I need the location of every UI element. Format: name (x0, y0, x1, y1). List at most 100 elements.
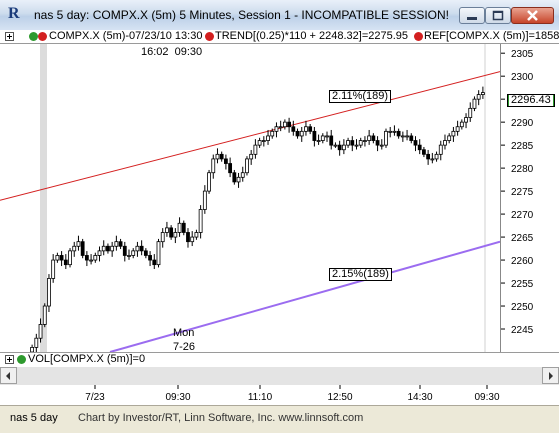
candle-body (438, 144, 443, 155)
session-shade (40, 44, 47, 352)
candle-body (312, 130, 317, 141)
arrow-left-icon (6, 372, 10, 380)
candle-body (80, 241, 85, 256)
candle-body (308, 126, 313, 132)
candle-body (464, 117, 468, 123)
y-tick-label: 2260 (511, 256, 534, 267)
candle-body (287, 121, 291, 128)
candle-body (139, 245, 144, 252)
candle-body (379, 144, 384, 147)
minimize-icon (467, 17, 477, 20)
minimize-button[interactable] (459, 7, 485, 24)
price-axis[interactable]: 2245 2250 2255 2260 2265 2270 2275 2280 2285 2290… (500, 44, 559, 352)
status-chart-name: nas 5 day (10, 412, 58, 424)
candle-body (173, 232, 178, 238)
day-label: Mon (173, 327, 195, 339)
expand-icon[interactable] (5, 355, 15, 365)
volume-label: VOL[COMPX.X (5m)]=0 (28, 353, 146, 365)
ref-label: REF[COMPX.X (5m)]=1858 (424, 30, 559, 42)
candles (30, 86, 485, 352)
candle-body (240, 172, 245, 178)
lower-channel-label: 2.15%(189) (329, 268, 392, 281)
candle-body (118, 241, 123, 247)
candle-body (194, 232, 199, 238)
candle-body (426, 153, 431, 160)
candle-body (257, 140, 262, 146)
candle-body (274, 126, 279, 132)
candle-body (72, 245, 77, 252)
candle-body (127, 255, 131, 257)
candle-body (122, 245, 127, 256)
candle-body (371, 135, 376, 141)
date-label: 7-26 (173, 341, 196, 352)
close-icon (527, 10, 538, 21)
x-tick-label: 11:10 (248, 392, 273, 403)
candle-body (329, 135, 334, 146)
candle-body (266, 135, 270, 141)
status-bar: nas 5 day Chart by Investor/RT, Linn Sof… (0, 405, 559, 433)
y-tick-label: 2270 (511, 210, 534, 221)
candle-body (417, 144, 422, 151)
candle-body (207, 172, 211, 192)
candle-body (409, 135, 414, 141)
candle-body (59, 255, 64, 261)
window-title: nas 5 day: COMPX.X (5m) 5 Minutes, Sessi… (34, 8, 450, 22)
scroll-track[interactable] (17, 369, 542, 382)
candle-body (400, 135, 405, 138)
candle-body (392, 130, 397, 133)
candle-body (232, 172, 237, 183)
chart-canvas[interactable] (0, 44, 500, 352)
candle-body (97, 250, 102, 256)
close-button[interactable] (511, 7, 554, 24)
expand-icon[interactable] (5, 32, 21, 42)
candle-body (261, 140, 266, 142)
candle-body (291, 126, 296, 132)
candle-body (177, 222, 182, 233)
candle-body (443, 140, 447, 146)
time-axis[interactable]: 7/23 09:30 11:10 12:50 14:30 09:30 (0, 385, 559, 405)
candle-body (282, 121, 287, 128)
horizontal-scrollbar[interactable] (0, 367, 559, 386)
upper-channel-label: 2.11%(189) (329, 90, 392, 103)
price-chart[interactable]: 16:02 09:30 2.11%(189) 2.15%(189) Mon 7-… (0, 44, 500, 352)
y-tick-label: 2265 (511, 233, 534, 244)
candle-body (152, 259, 157, 266)
candle-body (236, 176, 241, 183)
maximize-button[interactable] (485, 7, 511, 24)
candle-body (63, 259, 68, 266)
candle-body (224, 158, 228, 164)
upper-trend-line[interactable] (0, 71, 500, 201)
candle-body (459, 121, 464, 128)
scroll-right-button[interactable] (542, 367, 559, 384)
candle-body (341, 144, 346, 151)
scroll-left-button[interactable] (0, 367, 17, 384)
lower-trend-line[interactable] (109, 240, 500, 352)
candle-body (375, 140, 380, 146)
candle-body (165, 227, 169, 233)
y-tick-label: 2250 (511, 302, 534, 313)
volume-dot (17, 355, 26, 364)
volume-pane-header: VOL[COMPX.X (5m)]=0 (0, 352, 559, 368)
y-tick-label: 2245 (511, 325, 534, 336)
candle-body (215, 153, 220, 160)
candle-body (325, 135, 329, 138)
candle-body (295, 130, 300, 137)
candle-body (169, 227, 174, 238)
candle-body (51, 259, 56, 279)
x-tick-label: 09:30 (165, 392, 190, 403)
red-status-dot (38, 32, 47, 41)
app-icon: R (8, 5, 20, 22)
y-tick-label: 2285 (511, 141, 534, 152)
candle-body (396, 130, 401, 137)
candle-body (143, 250, 148, 256)
candle-body (219, 153, 224, 160)
candle-body (270, 130, 275, 137)
candle-body (89, 259, 93, 262)
candle-body (367, 135, 372, 141)
candle-body (76, 241, 81, 247)
maximize-icon (492, 10, 504, 21)
candle-body (34, 337, 39, 348)
candle-body (350, 140, 355, 146)
candle-body (388, 130, 393, 133)
green-status-dot (29, 32, 38, 41)
